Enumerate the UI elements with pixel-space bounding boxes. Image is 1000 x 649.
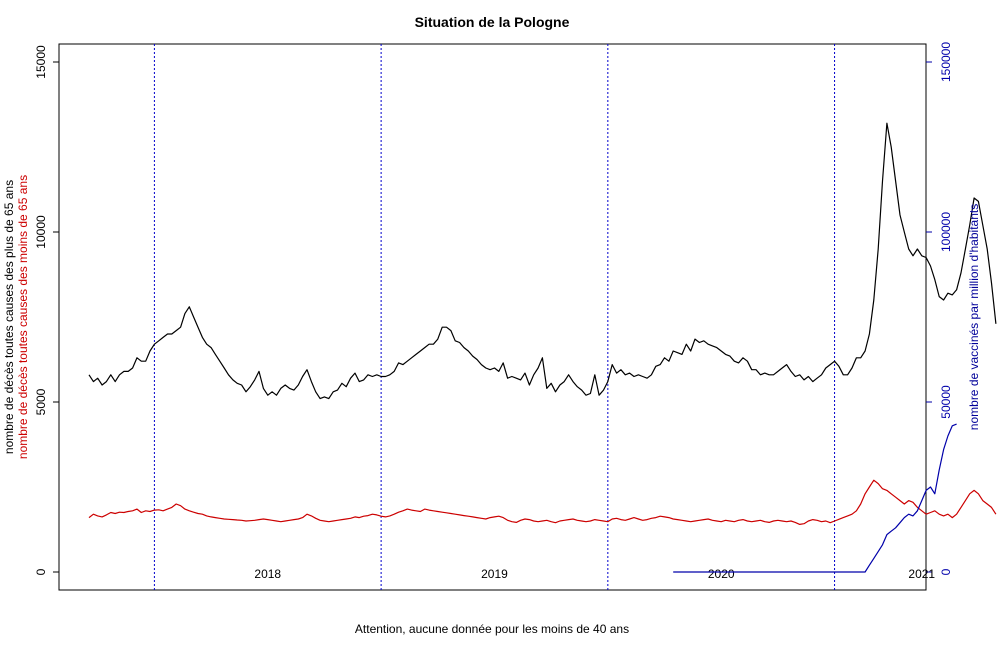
year-label: 2020 [708, 567, 735, 581]
left-axis: 0 5000 10000 15000 [34, 45, 59, 575]
ylabel-right: nombre de vaccinés par million d'habitan… [967, 204, 981, 430]
left-tick-label: 0 [34, 568, 48, 575]
right-tick-label: 0 [939, 568, 953, 575]
series-lines [88, 122, 997, 573]
ylabel-left-1: nombre de décès toutes causes des plus d… [2, 180, 16, 454]
series-line-2 [673, 423, 957, 573]
year-label: 2018 [254, 567, 281, 581]
right-tick-label: 150000 [939, 42, 953, 82]
ylabel-left-2: nombre de décès toutes causes des moins … [16, 175, 30, 459]
year-label: 2019 [481, 567, 508, 581]
series-line-1 [88, 479, 997, 526]
year-label: 2021 [908, 567, 935, 581]
year-labels: 2018 2019 2020 2021 [254, 567, 935, 581]
chart-title: Situation de la Pologne [415, 14, 570, 30]
left-tick-label: 5000 [34, 388, 48, 415]
series-line-0 [88, 122, 997, 400]
left-tick-label: 15000 [34, 45, 48, 79]
left-tick-label: 10000 [34, 215, 48, 249]
right-tick-label: 50000 [939, 385, 953, 419]
plot-frame [58, 43, 927, 591]
note: Attention, aucune donnée pour les moins … [355, 622, 629, 636]
right-tick-label: 100000 [939, 212, 953, 252]
year-boundaries [153, 44, 836, 590]
right-axis: 0 50000 100000 150000 [926, 42, 953, 575]
